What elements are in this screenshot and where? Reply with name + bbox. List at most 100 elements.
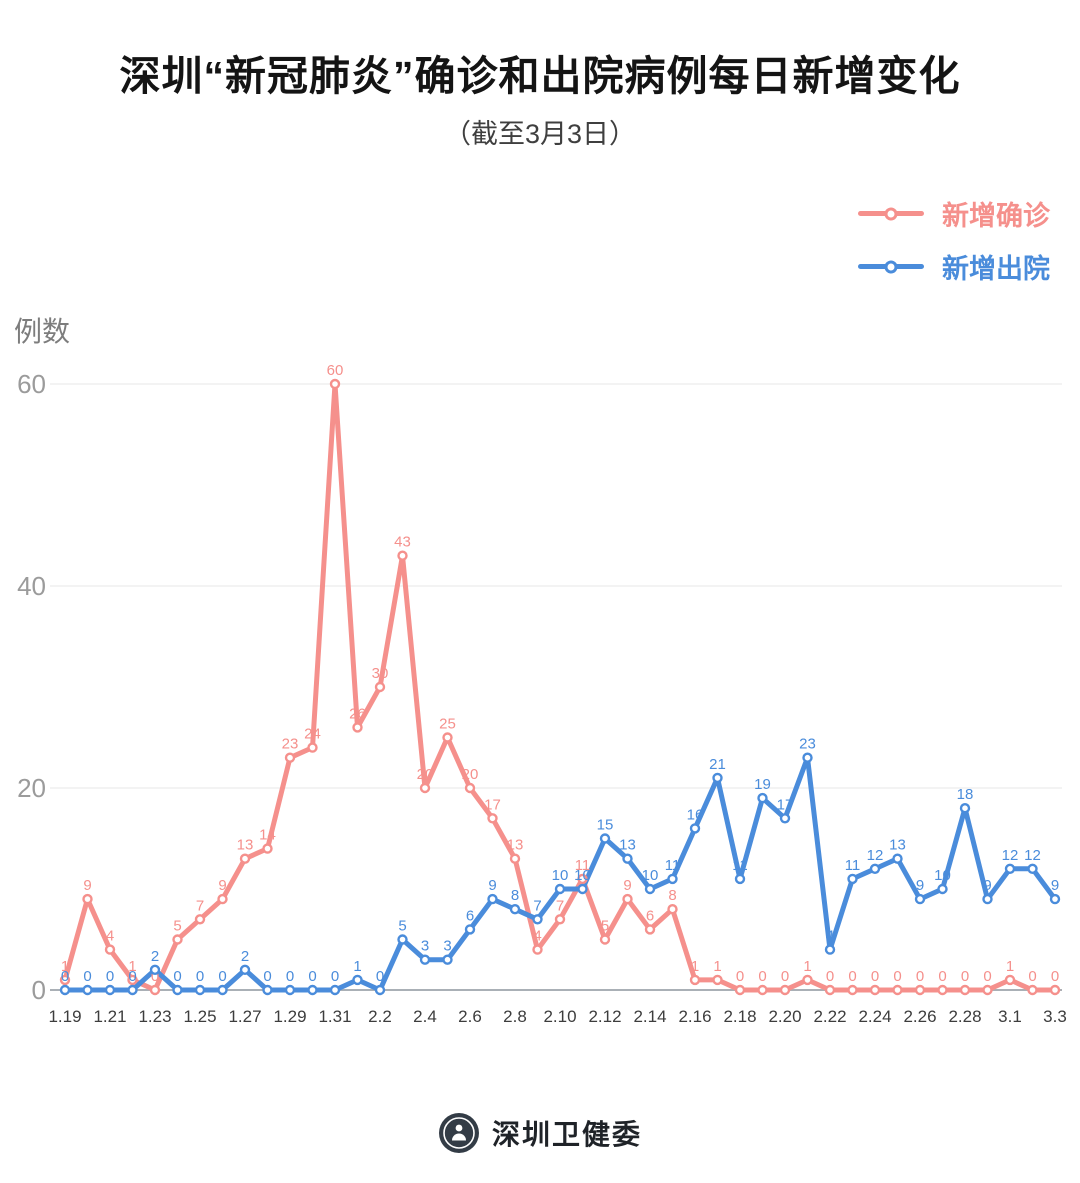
svg-text:10: 10 xyxy=(642,867,659,884)
svg-text:60: 60 xyxy=(17,369,46,399)
svg-text:0: 0 xyxy=(263,968,271,985)
svg-text:2.14: 2.14 xyxy=(633,1007,666,1026)
svg-text:2.12: 2.12 xyxy=(588,1007,621,1026)
svg-text:3: 3 xyxy=(443,938,451,955)
svg-text:7: 7 xyxy=(533,897,541,914)
svg-text:13: 13 xyxy=(237,837,254,854)
svg-text:2.28: 2.28 xyxy=(948,1007,981,1026)
svg-text:60: 60 xyxy=(327,362,344,379)
svg-text:6: 6 xyxy=(646,907,654,924)
svg-text:25: 25 xyxy=(439,716,456,733)
svg-text:21: 21 xyxy=(709,756,726,773)
svg-text:26: 26 xyxy=(349,705,366,722)
svg-text:4: 4 xyxy=(106,928,114,945)
svg-text:2: 2 xyxy=(241,948,249,965)
svg-text:0: 0 xyxy=(151,968,159,985)
svg-text:13: 13 xyxy=(507,837,524,854)
svg-text:1.19: 1.19 xyxy=(48,1007,81,1026)
legend-label-discharged: 新增出院 xyxy=(942,254,1050,284)
svg-text:13: 13 xyxy=(619,837,636,854)
svg-text:0: 0 xyxy=(781,968,789,985)
svg-text:8: 8 xyxy=(668,887,676,904)
svg-text:2.18: 2.18 xyxy=(723,1007,756,1026)
svg-text:11: 11 xyxy=(732,857,748,874)
svg-text:0: 0 xyxy=(1028,968,1036,985)
svg-text:2.16: 2.16 xyxy=(678,1007,711,1026)
svg-text:8: 8 xyxy=(511,887,519,904)
svg-text:23: 23 xyxy=(799,736,816,753)
svg-text:0: 0 xyxy=(961,968,969,985)
svg-text:14: 14 xyxy=(259,827,276,844)
svg-text:0: 0 xyxy=(758,968,766,985)
svg-text:20: 20 xyxy=(462,766,479,783)
legend-item-confirmed: 新增确诊 xyxy=(858,194,1050,233)
svg-text:0: 0 xyxy=(331,968,339,985)
footer: 深圳卫健委 xyxy=(0,1112,1080,1154)
legend-item-discharged: 新增出院 xyxy=(858,247,1050,286)
svg-text:43: 43 xyxy=(394,534,411,551)
svg-text:0: 0 xyxy=(938,968,946,985)
svg-text:1.29: 1.29 xyxy=(273,1007,306,1026)
svg-text:1.25: 1.25 xyxy=(183,1007,216,1026)
svg-text:6: 6 xyxy=(466,907,474,924)
svg-text:3.3: 3.3 xyxy=(1043,1007,1067,1026)
svg-text:0: 0 xyxy=(128,968,136,985)
svg-text:3: 3 xyxy=(421,938,429,955)
svg-text:1.21: 1.21 xyxy=(93,1007,126,1026)
chart-subtitle: （截至3月3日） xyxy=(443,119,637,149)
svg-text:2.22: 2.22 xyxy=(813,1007,846,1026)
svg-text:2.6: 2.6 xyxy=(458,1007,482,1026)
svg-text:9: 9 xyxy=(83,877,91,894)
confirmed-dot xyxy=(884,207,898,220)
svg-text:9: 9 xyxy=(218,877,226,894)
svg-text:0: 0 xyxy=(871,968,879,985)
svg-text:1: 1 xyxy=(353,958,361,975)
svg-text:4: 4 xyxy=(826,928,834,945)
svg-text:2.20: 2.20 xyxy=(768,1007,801,1026)
svg-text:0: 0 xyxy=(983,968,991,985)
svg-text:0: 0 xyxy=(826,968,834,985)
svg-text:1: 1 xyxy=(61,958,69,975)
svg-text:12: 12 xyxy=(1002,847,1019,864)
svg-text:2.4: 2.4 xyxy=(413,1007,437,1026)
svg-text:5: 5 xyxy=(173,918,181,935)
svg-text:2: 2 xyxy=(151,948,159,965)
svg-text:0: 0 xyxy=(736,968,744,985)
confirmed-line-marker-icon xyxy=(858,206,924,221)
svg-text:11: 11 xyxy=(845,857,861,874)
svg-text:0: 0 xyxy=(32,975,46,1005)
svg-text:7: 7 xyxy=(196,897,204,914)
svg-text:10: 10 xyxy=(934,867,951,884)
svg-text:13: 13 xyxy=(889,837,906,854)
svg-text:20: 20 xyxy=(417,766,434,783)
svg-text:19: 19 xyxy=(754,776,771,793)
svg-text:30: 30 xyxy=(372,665,389,682)
svg-text:1: 1 xyxy=(128,958,136,975)
y-axis-title: 例数 xyxy=(14,316,71,347)
svg-text:7: 7 xyxy=(556,897,564,914)
svg-text:1: 1 xyxy=(691,958,699,975)
svg-text:15: 15 xyxy=(597,817,614,834)
svg-text:2.24: 2.24 xyxy=(858,1007,891,1026)
svg-text:2.2: 2.2 xyxy=(368,1007,392,1026)
svg-text:0: 0 xyxy=(106,968,114,985)
svg-text:1.27: 1.27 xyxy=(228,1007,261,1026)
chart-title: 深圳“新冠肺炎”确诊和出院病例每日新增变化 xyxy=(119,53,961,99)
svg-text:9: 9 xyxy=(623,877,631,894)
svg-text:9: 9 xyxy=(488,877,496,894)
svg-text:0: 0 xyxy=(376,968,384,985)
svg-text:11: 11 xyxy=(575,857,591,874)
svg-text:0: 0 xyxy=(286,968,294,985)
svg-text:4: 4 xyxy=(533,928,541,945)
svg-text:2.10: 2.10 xyxy=(543,1007,576,1026)
svg-text:18: 18 xyxy=(957,786,974,803)
svg-text:12: 12 xyxy=(1024,847,1041,864)
svg-text:40: 40 xyxy=(17,571,46,601)
svg-text:5: 5 xyxy=(601,918,609,935)
svg-text:23: 23 xyxy=(282,736,299,753)
svg-text:0: 0 xyxy=(893,968,901,985)
svg-text:17: 17 xyxy=(484,796,501,813)
svg-text:0: 0 xyxy=(916,968,924,985)
